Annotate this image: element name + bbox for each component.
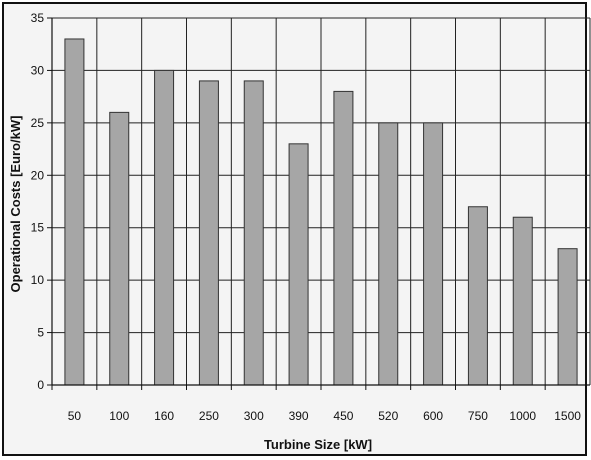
x-tick-label: 250 <box>199 409 219 423</box>
x-tick-label: 1500 <box>554 409 581 423</box>
y-tick-label: 5 <box>37 326 44 340</box>
y-tick-label: 15 <box>31 221 45 235</box>
bar-160 <box>154 69 175 386</box>
bar-390 <box>288 143 309 386</box>
bar-50 <box>64 38 85 386</box>
x-tick-label: 1000 <box>509 409 536 423</box>
bar-100 <box>109 111 130 386</box>
x-tick-label: 160 <box>154 409 174 423</box>
x-tick-label: 750 <box>468 409 488 423</box>
bar-450 <box>333 90 354 386</box>
y-tick-label: 35 <box>31 11 45 25</box>
y-tick-label: 30 <box>31 63 45 77</box>
axes <box>47 17 590 390</box>
x-tick-label: 450 <box>333 409 353 423</box>
grid-lines <box>52 17 591 385</box>
x-tick-label: 50 <box>68 409 82 423</box>
x-tick-label: 100 <box>109 409 129 423</box>
y-tick-label: 20 <box>31 168 45 182</box>
y-tick-labels: 0 5 10 15 20 25 30 35 <box>31 11 45 392</box>
x-tick-label: 390 <box>289 409 309 423</box>
bars <box>64 38 578 386</box>
y-tick-label: 25 <box>31 116 45 130</box>
bar-1000 <box>512 216 533 386</box>
y-tick-label: 0 <box>37 378 44 392</box>
y-axis-title: Operational Costs [Euro/kW] <box>8 116 23 293</box>
bar-300 <box>243 80 264 386</box>
bar-520 <box>378 122 399 386</box>
x-tick-label: 600 <box>423 409 443 423</box>
bar-250 <box>198 80 219 386</box>
x-tick-label: 520 <box>378 409 398 423</box>
bar-1500 <box>557 248 578 386</box>
bar-600 <box>423 122 444 386</box>
y-tick-label: 10 <box>31 273 45 287</box>
x-tick-labels: 50 100 160 250 300 390 450 520 600 750 1000 1500 <box>68 409 582 423</box>
x-tick-label: 300 <box>244 409 264 423</box>
x-axis-title: Turbine Size [kW] <box>264 437 372 452</box>
bar-750 <box>467 206 488 386</box>
